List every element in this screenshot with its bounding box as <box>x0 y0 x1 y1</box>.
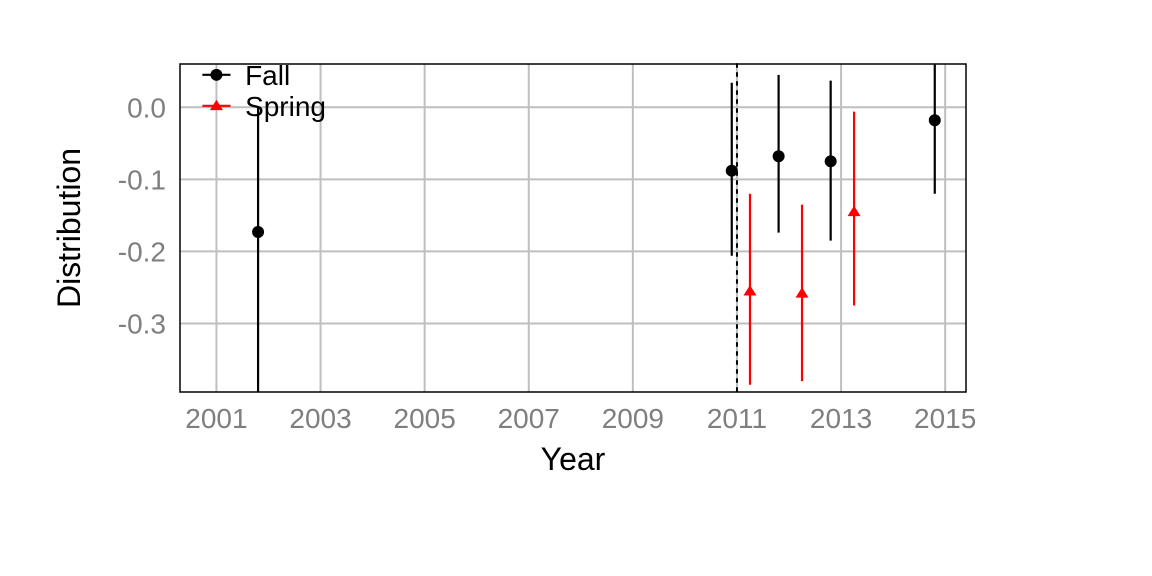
x-axis-title: Year <box>541 441 606 477</box>
x-tick-label: 2011 <box>707 403 767 434</box>
distribution-chart: 2001 2003 2005 2007 2009 2011 2013 2015 -0.3 -0.2… <box>0 0 1152 576</box>
y-tick-label: -0.1 <box>118 164 166 195</box>
x-tick-label: 2015 <box>914 403 976 434</box>
y-tick-label: -0.3 <box>118 309 166 340</box>
x-tick-label: 2001 <box>185 403 247 434</box>
legend-label: Spring <box>245 91 326 122</box>
x-tick-label: 2013 <box>810 403 872 434</box>
x-tick-label: 2005 <box>394 403 456 434</box>
y-tick-label: -0.2 <box>118 236 166 267</box>
y-tick-label: 0.0 <box>127 92 166 123</box>
x-tick-label: 2009 <box>602 403 664 434</box>
x-tick-label: 2007 <box>498 403 560 434</box>
x-tick-label: 2003 <box>289 403 351 434</box>
y-axis-title: Distribution <box>51 148 87 308</box>
chart-container: 2001 2003 2005 2007 2009 2011 2013 2015 -0.3 -0.2… <box>0 0 1152 576</box>
legend-label: Fall <box>245 60 290 91</box>
